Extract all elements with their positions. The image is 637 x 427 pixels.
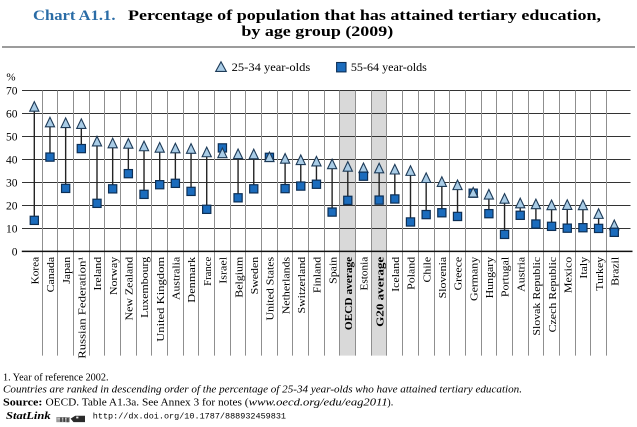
svg-text:Australia: Australia bbox=[171, 257, 183, 300]
svg-text:New Zealand: New Zealand bbox=[124, 256, 136, 320]
svg-text:by age group (2009): by age group (2009) bbox=[241, 24, 393, 40]
svg-text:United States: United States bbox=[265, 257, 277, 321]
svg-text:Germany: Germany bbox=[468, 256, 480, 301]
svg-text:Slovenia: Slovenia bbox=[437, 257, 449, 299]
svg-text:Turkey: Turkey bbox=[594, 256, 606, 290]
svg-text:Russian Federation¹: Russian Federation¹ bbox=[77, 257, 89, 359]
svg-text:www.oecd.org/edu/eag2011: www.oecd.org/edu/eag2011 bbox=[249, 397, 388, 408]
svg-text:Chile: Chile bbox=[421, 257, 433, 283]
svg-text:G20 average: G20 average bbox=[374, 257, 386, 327]
svg-text:10: 10 bbox=[6, 223, 18, 235]
svg-text:20: 20 bbox=[6, 200, 18, 212]
svg-text:0: 0 bbox=[12, 246, 18, 258]
svg-text:Slovak Republic: Slovak Republic bbox=[531, 257, 543, 336]
svg-text:Sweden: Sweden bbox=[249, 256, 261, 294]
svg-text:Hungary: Hungary bbox=[484, 256, 496, 298]
svg-text:Israel: Israel bbox=[218, 257, 230, 284]
svg-text:Korea: Korea bbox=[30, 257, 42, 285]
svg-text:Denmark: Denmark bbox=[186, 256, 198, 302]
svg-text:United Kingdom: United Kingdom bbox=[155, 256, 167, 342]
svg-text:Luxembourg: Luxembourg bbox=[139, 256, 151, 318]
svg-text:Canada: Canada bbox=[45, 257, 57, 293]
svg-text:40: 40 bbox=[6, 154, 18, 166]
svg-text:France: France bbox=[202, 257, 214, 286]
svg-text:Czech Republic: Czech Republic bbox=[547, 257, 559, 333]
svg-text:Iceland: Iceland bbox=[390, 256, 402, 292]
svg-text:Portugal: Portugal bbox=[500, 257, 512, 297]
svg-text:30: 30 bbox=[6, 177, 18, 189]
svg-text:).: ). bbox=[387, 397, 393, 408]
svg-text:60: 60 bbox=[6, 108, 18, 120]
svg-text:Belgium: Belgium bbox=[233, 256, 245, 297]
svg-text:Greece: Greece bbox=[453, 257, 465, 291]
svg-text:Estonia: Estonia bbox=[359, 257, 371, 291]
svg-text:OECD average: OECD average bbox=[343, 257, 355, 330]
svg-text:1. Year of reference 2002.: 1. Year of reference 2002. bbox=[3, 373, 109, 384]
svg-text:http://dx.doi.org/10.1787/8889: http://dx.doi.org/10.1787/888932459831 bbox=[93, 412, 286, 422]
svg-text:Finland: Finland bbox=[312, 256, 324, 293]
svg-text:Norway: Norway bbox=[108, 256, 120, 295]
svg-text:%: % bbox=[6, 72, 15, 84]
svg-text:Percentage of population that: Percentage of population that has attain… bbox=[128, 8, 601, 24]
svg-text:Netherlands: Netherlands bbox=[280, 257, 292, 315]
svg-text:StatLink: StatLink bbox=[6, 411, 52, 422]
svg-text:Brazil: Brazil bbox=[609, 257, 621, 286]
svg-text:25-34 year-olds: 25-34 year-olds bbox=[232, 62, 311, 74]
svg-text:Austria: Austria bbox=[515, 257, 527, 292]
svg-text:Source:: Source: bbox=[3, 397, 42, 408]
svg-text:Mexico: Mexico bbox=[562, 256, 574, 293]
svg-text:Chart A1.1.: Chart A1.1. bbox=[33, 8, 116, 24]
svg-text:Countries are ranked in descen: Countries are ranked in descending order… bbox=[3, 385, 522, 396]
svg-text:70: 70 bbox=[6, 85, 18, 97]
svg-text:Switzerland: Switzerland bbox=[296, 256, 308, 313]
svg-text:Ireland: Ireland bbox=[92, 256, 104, 290]
svg-text:Spain: Spain bbox=[327, 256, 339, 284]
svg-text:50: 50 bbox=[6, 131, 18, 143]
svg-text:Poland: Poland bbox=[406, 256, 418, 290]
svg-text:Italy: Italy bbox=[578, 256, 590, 278]
svg-text:Japan: Japan bbox=[61, 256, 73, 284]
svg-text:55-64 year-olds: 55-64 year-olds bbox=[351, 62, 428, 74]
svg-text:OECD. Table A1.3a. See Annex 3: OECD. Table A1.3a. See Annex 3 for notes… bbox=[46, 397, 250, 408]
